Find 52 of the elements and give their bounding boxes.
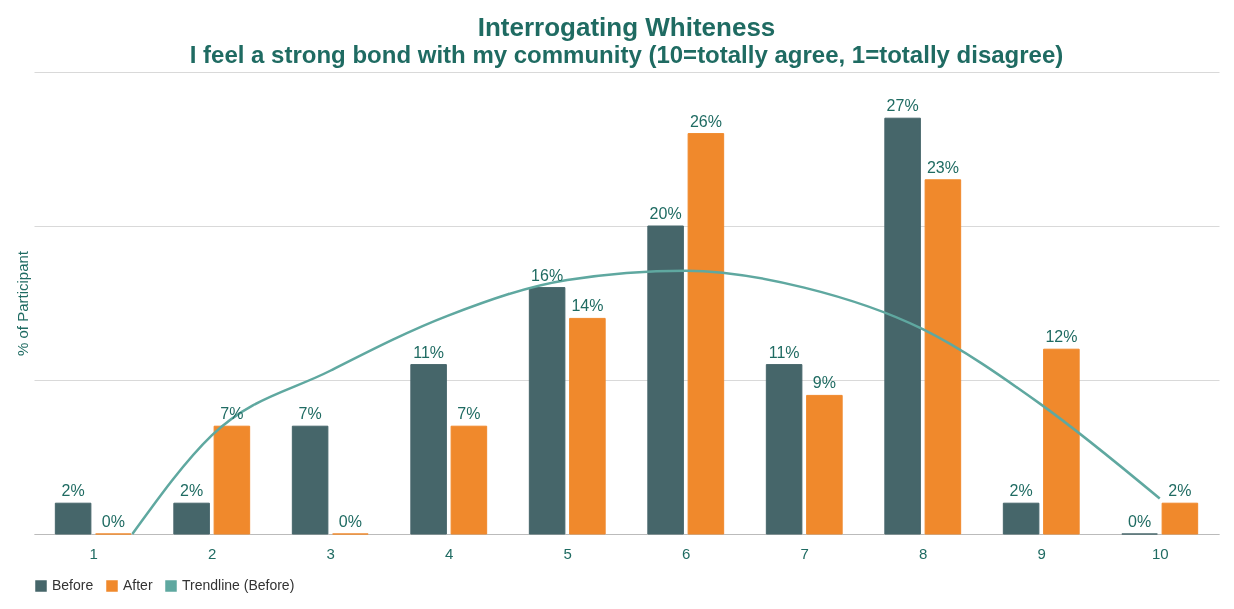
bar xyxy=(1161,502,1199,535)
data-label: 2% xyxy=(61,482,85,500)
data-label: 12% xyxy=(1045,328,1078,346)
bar xyxy=(806,394,843,535)
data-label: 20% xyxy=(649,205,682,222)
data-label: 7% xyxy=(457,405,481,423)
x-tick-label: 3 xyxy=(326,544,335,562)
bar xyxy=(450,425,488,535)
data-label: 14% xyxy=(571,297,604,315)
data-label: 0% xyxy=(1128,513,1152,530)
bar xyxy=(765,364,803,535)
data-label: 11% xyxy=(413,343,445,361)
x-tick-label: 9 xyxy=(1037,544,1046,562)
data-label: 2% xyxy=(1168,482,1192,500)
data-label: 23% xyxy=(926,158,959,176)
legend-label: Before xyxy=(52,577,94,593)
data-label: 16% xyxy=(531,266,564,284)
x-tick-label: 6 xyxy=(682,544,691,562)
bar xyxy=(528,287,566,535)
x-tick-label: 1 xyxy=(89,544,98,562)
bar xyxy=(884,117,921,535)
data-label: 26% xyxy=(689,112,722,130)
x-tick-label: 4 xyxy=(445,544,454,562)
data-label: 2% xyxy=(180,482,204,500)
bar xyxy=(173,502,210,535)
chart-title: Interrogating Whiteness xyxy=(477,12,776,42)
bar xyxy=(54,502,92,535)
bar xyxy=(924,179,962,535)
data-label: 7% xyxy=(298,405,322,423)
chart-subtitle: I feel a strong bond with my community (10=totally agree, 1=totally disagree) xyxy=(189,41,1064,68)
bar xyxy=(1002,502,1040,535)
legend-label: Trendline (Before) xyxy=(182,577,295,593)
bar xyxy=(687,133,725,535)
bar xyxy=(291,425,329,535)
x-tick-label: 5 xyxy=(563,544,572,562)
data-label: 11% xyxy=(768,343,800,361)
x-tick-label: 7 xyxy=(800,544,809,562)
data-label: 27% xyxy=(886,97,919,115)
x-tick-label: 8 xyxy=(919,544,928,562)
x-tick-label: 2 xyxy=(208,544,217,562)
data-label: 0% xyxy=(338,513,362,530)
legend-label: After xyxy=(123,577,153,593)
bar xyxy=(213,425,251,535)
bar xyxy=(1043,348,1080,535)
y-axis-title: % of Participant xyxy=(13,250,31,357)
data-label: 2% xyxy=(1009,482,1033,500)
data-label: 0% xyxy=(101,513,125,530)
bar xyxy=(647,225,684,535)
bar xyxy=(569,317,606,535)
bar xyxy=(410,364,447,535)
x-tick-label: 10 xyxy=(1151,544,1169,562)
data-label: 9% xyxy=(812,374,836,392)
